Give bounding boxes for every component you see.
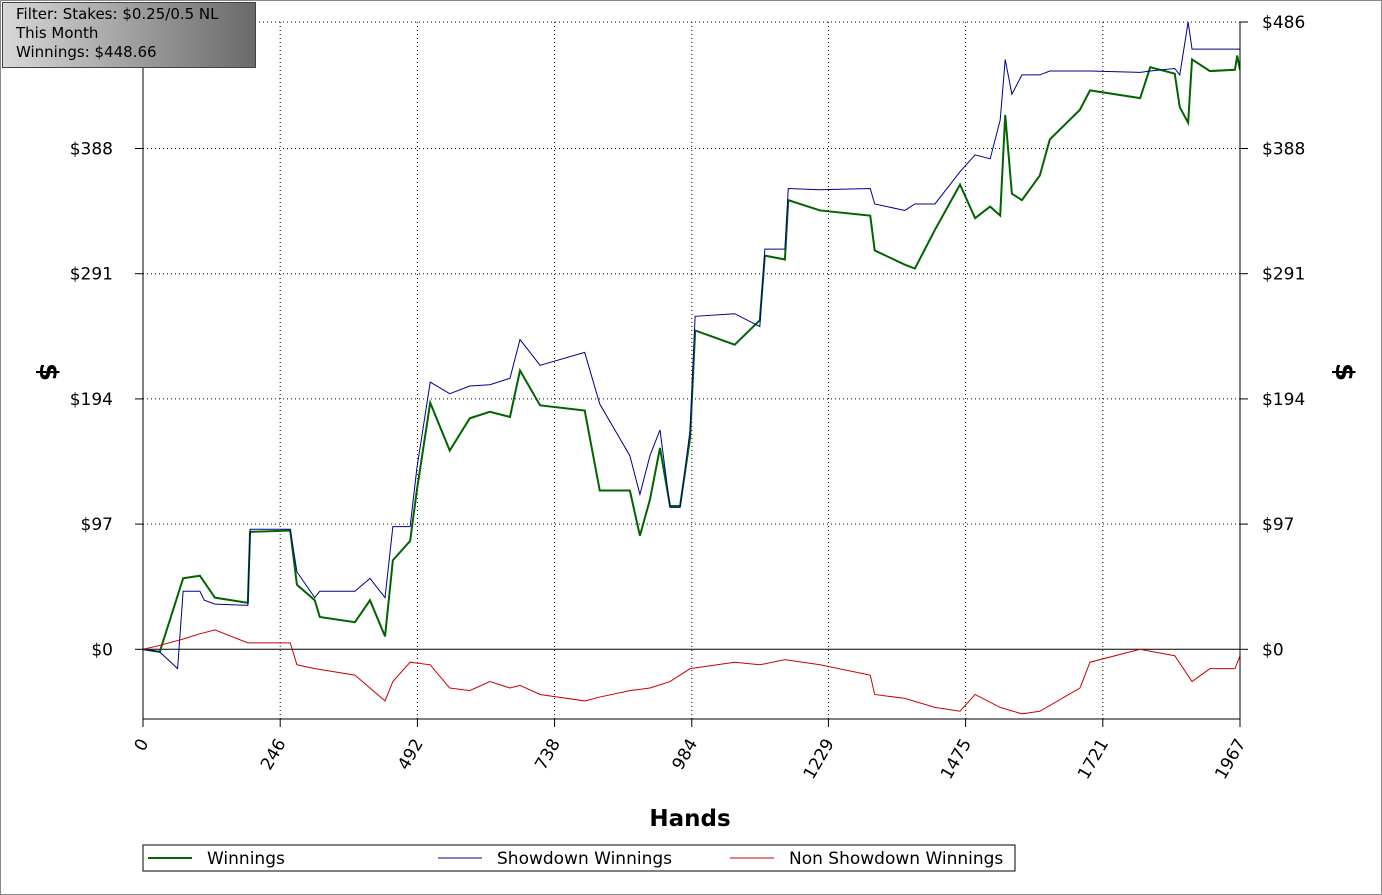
y-tick-label: $194 — [70, 390, 113, 410]
x-tick-label: 492 — [394, 736, 428, 774]
x-tick-label: 1721 — [1074, 736, 1113, 783]
legend-label: Non Showdown Winnings — [789, 849, 1003, 869]
y-tick-label: $291 — [70, 265, 113, 285]
y-tick-label: $388 — [70, 139, 113, 159]
grid — [142, 21, 1241, 719]
series-line — [143, 629, 1240, 715]
filter-line: This Month — [16, 24, 99, 42]
filter-box: Filter: Stakes: $0.25/0.5 NL This Month … — [2, 2, 256, 68]
legend-label: Winnings — [207, 849, 285, 869]
x-tick-label: 246 — [257, 736, 291, 774]
y-tick-label: $97 — [81, 515, 113, 535]
legend-label: Showdown Winnings — [497, 849, 672, 869]
y2-tick-label: $291 — [1262, 265, 1305, 285]
series-line — [143, 22, 1240, 670]
plot — [143, 22, 1240, 715]
y2-axis-label: $ — [1329, 363, 1359, 381]
filter-line: Winnings: $448.66 — [16, 43, 157, 61]
x-tick-label: 1475 — [937, 736, 976, 783]
y2-tick-label: $486 — [1262, 13, 1305, 33]
x-tick-label: 738 — [531, 736, 565, 774]
filter-line: Filter: Stakes: $0.25/0.5 NL — [16, 5, 219, 23]
legend — [142, 844, 1016, 872]
axes: $0$0$97$97$194$194$291$291$388$388$486$4… — [70, 13, 1306, 783]
x-tick-label: 984 — [669, 736, 703, 774]
x-axis-label: Hands — [649, 806, 730, 832]
y2-tick-label: $0 — [1262, 640, 1284, 660]
x-tick-label: 1229 — [800, 736, 839, 783]
y-tick-label: $0 — [91, 640, 113, 660]
x-tick-label: 0 — [131, 736, 154, 755]
y2-tick-label: $97 — [1262, 515, 1294, 535]
y2-tick-label: $388 — [1262, 139, 1305, 159]
x-tick-label: 1967 — [1211, 736, 1250, 783]
legend-items: Winnings Showdown Winnings Non Showdown Wi… — [148, 849, 1003, 869]
y2-tick-label: $194 — [1262, 390, 1305, 410]
y-axis-label: $ — [33, 363, 63, 381]
